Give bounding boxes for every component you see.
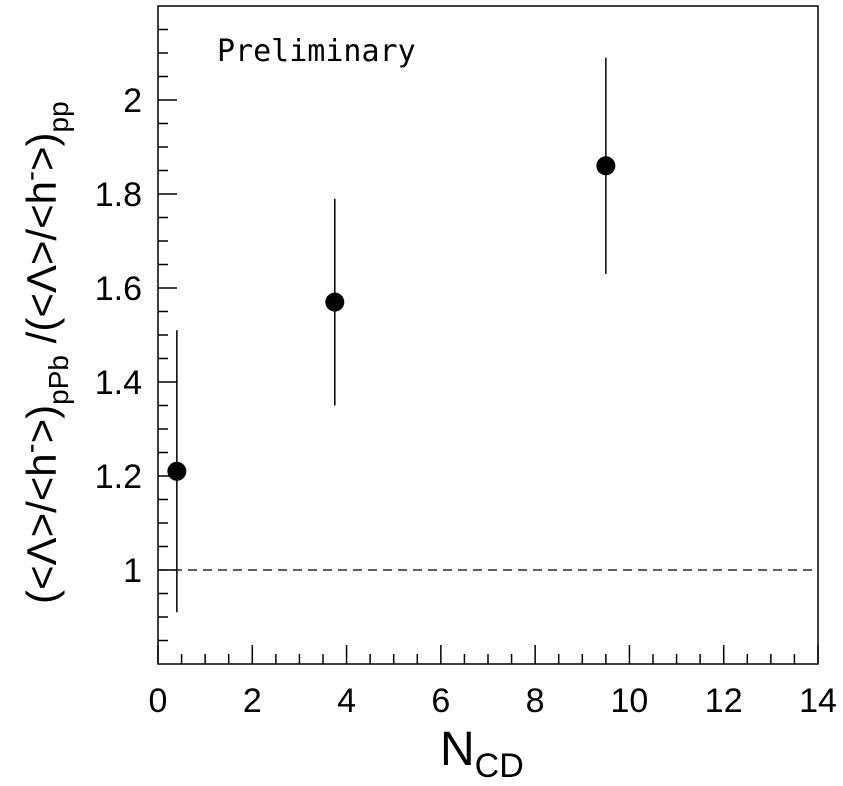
y-label-part3: /(<Λ>/<h — [18, 181, 65, 355]
preliminary-annotation: Preliminary — [217, 34, 416, 69]
x-tick-label-0: 0 — [149, 682, 168, 720]
x-tick-label-14: 14 — [799, 682, 837, 720]
y-label-part1: (<Λ>/<h — [18, 453, 65, 604]
y-label-sup2: - — [14, 171, 47, 181]
data-point-0 — [167, 461, 187, 481]
data-point-1 — [325, 292, 345, 312]
y-tick-label-1.8: 1.8 — [95, 176, 142, 214]
y-label-part2: >) — [18, 405, 65, 444]
y-label-part4: >) — [18, 132, 65, 171]
x-tick-label-4: 4 — [337, 682, 356, 720]
y-tick-label-1.2: 1.2 — [95, 458, 142, 496]
y-label-sup1: - — [14, 443, 47, 453]
y-label-sub1: pPb — [43, 355, 74, 405]
x-tick-label-6: 6 — [431, 682, 450, 720]
x-tick-label-8: 8 — [526, 682, 545, 720]
y-tick-label-2: 2 — [123, 82, 142, 120]
y-tick-label-1.4: 1.4 — [95, 364, 142, 402]
x-axis-label: NCD — [440, 723, 524, 785]
y-tick-label-1.6: 1.6 — [95, 270, 142, 308]
data-point-2 — [596, 156, 616, 176]
x-axis-label-sub: CD — [475, 747, 524, 785]
x-tick-label-12: 12 — [705, 682, 743, 720]
y-axis-label: (<Λ>/<h->)pPb /(<Λ>/<h->)pp — [14, 101, 74, 604]
x-axis-label-main: N — [440, 723, 475, 776]
y-label-sub2: pp — [43, 101, 74, 132]
plot-frame — [157, 5, 819, 665]
y-tick-label-1: 1 — [123, 552, 142, 590]
x-tick-label-2: 2 — [243, 682, 262, 720]
x-tick-label-10: 10 — [611, 682, 649, 720]
